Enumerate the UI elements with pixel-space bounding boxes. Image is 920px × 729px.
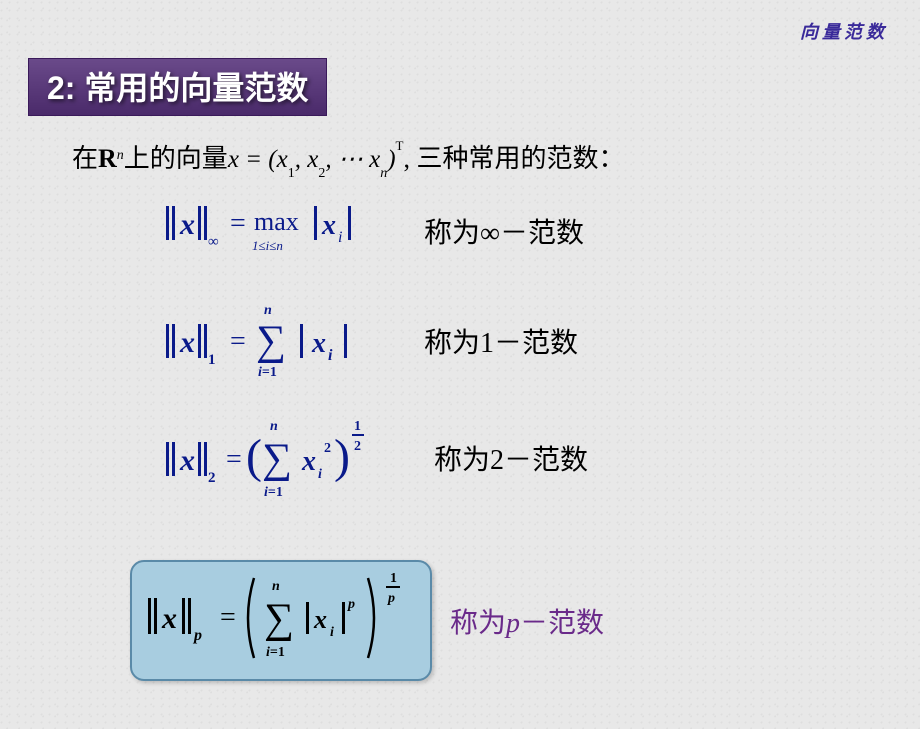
svg-text:2: 2: [354, 439, 361, 454]
slide-title: 2: 常用的向量范数: [28, 58, 327, 116]
intro-suffix: , 三种常用的范数：: [403, 138, 624, 175]
inf-desc-prefix: 称为: [424, 218, 480, 249]
svg-text:2: 2: [208, 470, 216, 486]
svg-text:∑: ∑: [262, 436, 292, 482]
svg-text:n: n: [264, 303, 272, 318]
p-norm-desc: 称为p－范数: [450, 601, 604, 641]
intro-sup-n: n: [117, 148, 124, 164]
svg-text:i=1: i=1: [266, 645, 285, 660]
svg-text:x: x: [161, 602, 177, 635]
svg-text:i: i: [338, 229, 342, 246]
svg-text:∑: ∑: [256, 318, 286, 364]
one-desc-prefix: 称为: [424, 328, 480, 359]
one-desc-suffix: －范数: [494, 328, 578, 359]
svg-text:x: x: [311, 328, 326, 359]
svg-text:1≤i≤n: 1≤i≤n: [252, 238, 283, 253]
svg-text:x: x: [301, 446, 316, 477]
intro-line: 在 R n 上的向量 x = (x1, x2, ⋯ xn)T , 三种常用的范数…: [72, 138, 625, 178]
two-norm-formula: x 2 = ( ∑ n i=1 x i 2 ) 1 2: [160, 408, 400, 508]
inf-norm-desc: 称为∞－范数: [424, 211, 584, 251]
svg-text:2: 2: [324, 441, 331, 456]
inf-norm-row: x ∞ = max 1≤i≤n x i 称为∞－范数: [160, 200, 584, 262]
p-norm-row: x p = ∑ n i=1 x i p: [130, 560, 604, 681]
intro-space-R: R: [98, 144, 117, 174]
svg-text:=: =: [230, 326, 246, 357]
svg-text:max: max: [254, 207, 299, 236]
svg-text:x: x: [179, 326, 195, 359]
two-norm-row: x 2 = ( ∑ n i=1 x i 2 ) 1 2 称为2－范数: [160, 408, 588, 508]
inf-norm-formula: x ∞ = max 1≤i≤n x i: [160, 200, 390, 262]
svg-text:=: =: [230, 208, 246, 239]
slide-title-text: 2: 常用的向量范数: [47, 70, 308, 106]
intro-mid: 上的向量: [124, 138, 228, 175]
svg-text:): ): [334, 430, 350, 483]
one-norm-formula: x 1 = ∑ n i=1 x i: [160, 296, 390, 386]
inf-desc-suffix: －范数: [500, 218, 584, 249]
svg-text:i=1: i=1: [264, 485, 283, 500]
svg-text:p: p: [387, 591, 395, 606]
p-desc-suffix: －范数: [520, 608, 604, 639]
p-norm-box: x p = ∑ n i=1 x i p: [130, 560, 432, 681]
two-norm-desc: 称为2－范数: [434, 438, 588, 478]
svg-text:1: 1: [208, 352, 216, 368]
two-desc-prefix: 称为: [434, 445, 490, 476]
svg-text:p: p: [347, 597, 355, 612]
svg-text:n: n: [270, 419, 278, 434]
svg-text:1: 1: [354, 419, 361, 434]
svg-text:∑: ∑: [264, 596, 294, 642]
intro-prefix: 在: [72, 138, 98, 175]
corner-label: 向量范数: [800, 18, 888, 44]
inf-desc-sym: ∞: [480, 218, 500, 249]
one-norm-row: x 1 = ∑ n i=1 x i 称为1－范数: [160, 296, 578, 386]
svg-text:i: i: [328, 347, 333, 364]
svg-text:i=1: i=1: [258, 365, 277, 380]
svg-text:i: i: [318, 467, 322, 482]
p-desc-prefix: 称为: [450, 608, 506, 639]
svg-text:(: (: [246, 430, 262, 483]
svg-text:x: x: [321, 210, 336, 241]
p-desc-sym: p: [506, 608, 520, 639]
intro-vector: x = (x1, x2, ⋯ xn)T: [228, 144, 404, 178]
svg-text:x: x: [313, 605, 327, 634]
two-desc-sym: 2: [490, 445, 504, 476]
svg-text:∞: ∞: [208, 234, 219, 250]
svg-text:1: 1: [390, 571, 397, 586]
svg-text:x: x: [179, 444, 195, 477]
two-desc-suffix: －范数: [504, 445, 588, 476]
svg-text:n: n: [272, 579, 280, 594]
svg-text:=: =: [220, 602, 236, 633]
svg-text:i: i: [330, 625, 334, 640]
p-norm-formula: x p = ∑ n i=1 x i p: [142, 568, 420, 668]
svg-text:x: x: [179, 208, 195, 241]
one-norm-desc: 称为1－范数: [424, 321, 578, 361]
svg-text:p: p: [192, 627, 202, 644]
svg-text:=: =: [226, 444, 242, 475]
one-desc-sym: 1: [480, 328, 494, 359]
